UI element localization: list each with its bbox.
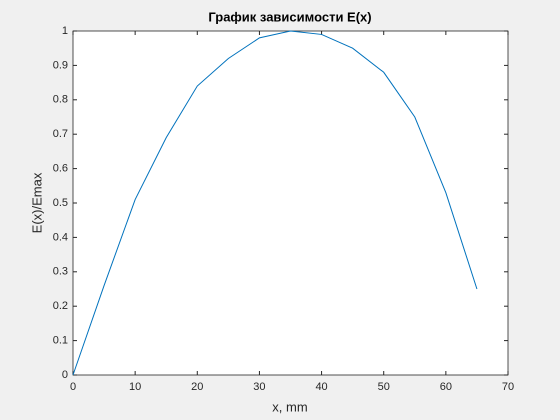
y-axis-label: E(x)/Emax [29,172,44,233]
y-tick-label: 0.2 [53,300,68,312]
x-tick-label: 0 [70,381,76,393]
x-tick-label: 20 [191,381,203,393]
chart-title: График зависимости E(x) [208,9,371,24]
y-tick-label: 0.8 [53,94,68,106]
x-tick-label: 40 [315,381,327,393]
y-tick-label: 0 [62,369,68,381]
line-series [72,30,478,376]
x-tick-label: 10 [129,381,141,393]
y-tick-label: 0.6 [53,163,68,175]
y-tick-label: 0.1 [53,335,68,347]
x-tick-label: 70 [502,381,514,393]
x-tick-label: 60 [440,381,452,393]
x-axis-label: x, mm [272,399,307,414]
y-tick-label: 0.3 [53,266,68,278]
y-tick-label: 0.4 [53,231,68,243]
y-tick-label: 1 [62,25,68,37]
x-tick-label: 30 [253,381,265,393]
plot-area [72,30,509,376]
y-tick-label: 0.5 [53,197,68,209]
x-tick-label: 50 [378,381,390,393]
y-tick-label: 0.7 [53,128,68,140]
y-tick-label: 0.9 [53,59,68,71]
